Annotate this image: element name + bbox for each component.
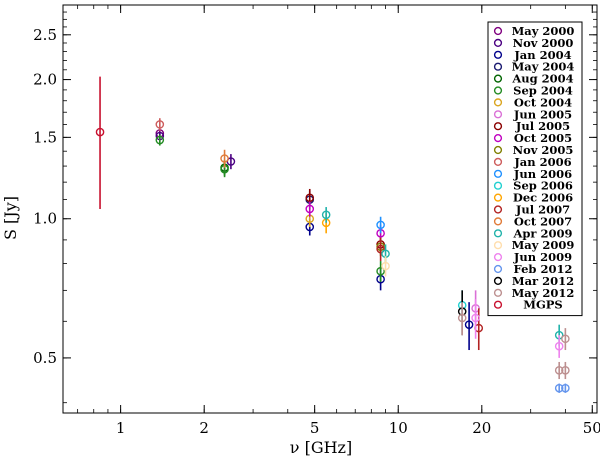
legend-marker: [493, 110, 503, 119]
data-point: [381, 261, 390, 271]
series-feb-2012: [554, 383, 570, 393]
legend-marker: [493, 193, 503, 202]
data-point: [155, 135, 165, 145]
y-tick-label: 2.0: [33, 71, 57, 89]
legend-label: Jul 2005: [515, 119, 570, 133]
legend-marker: [493, 181, 503, 190]
legend-marker: [493, 50, 503, 59]
x-tick-label: 2: [199, 419, 209, 437]
legend-label: Jan 2006: [513, 155, 571, 169]
data-point: [376, 220, 385, 230]
x-tick-label: 5: [310, 419, 320, 437]
legend-marker: [493, 145, 503, 155]
legend-label: May 2012: [512, 286, 575, 300]
legend-marker: [493, 86, 503, 95]
data-point: [554, 341, 564, 351]
legend-marker: [493, 26, 503, 36]
data-point: [305, 193, 315, 203]
data-point: [561, 366, 570, 375]
legend-marker: [493, 38, 503, 48]
series-may-2009: [381, 256, 390, 277]
plot-content: [95, 76, 570, 393]
data-point: [561, 334, 570, 344]
legend-label: Jun 2006: [513, 167, 572, 181]
legend-marker: [493, 217, 503, 226]
legend-marker: [493, 169, 503, 178]
legend-marker: [493, 241, 503, 250]
x-tick-label: 20: [472, 419, 491, 437]
series-jan-2006: [155, 118, 165, 131]
legend-marker: [493, 253, 503, 262]
legend-marker: [493, 74, 503, 83]
x-axis-label: ν [GHz]: [290, 438, 352, 457]
legend-label: Oct 2005: [514, 131, 572, 145]
series-jun-2006: [376, 216, 385, 234]
data-point: [95, 127, 105, 137]
axes: 1 2 5 10 20 50 0.5 1.0 1.5 2.0 2.5: [33, 4, 600, 437]
data-point: [155, 120, 165, 129]
legend-label: Apr 2009: [512, 226, 572, 240]
legend-marker: [493, 229, 503, 238]
legend-marker: [493, 276, 503, 286]
data-point: [376, 266, 385, 276]
data-point: [305, 204, 315, 214]
legend-marker: [493, 205, 503, 214]
data-point: [561, 383, 570, 393]
data-point: [554, 366, 564, 375]
legend-label: Jun 2005: [513, 107, 572, 121]
legend-label: Nov 2000: [513, 36, 574, 50]
legend-label: Dec 2006: [513, 191, 573, 205]
legend-marker: [493, 157, 503, 167]
series-may-2012: [457, 302, 570, 380]
legend-label: May 2004: [512, 60, 575, 74]
y-tick-label: 1.0: [33, 210, 57, 228]
data-point: [554, 383, 564, 393]
legend-label: Feb 2012: [514, 262, 573, 276]
legend-label: Oct 2004: [514, 95, 572, 109]
plot-frame: [62, 4, 598, 414]
legend-box: [487, 21, 583, 317]
series-jun-2009: [471, 299, 564, 358]
data-point: [471, 313, 480, 323]
legend-label: Aug 2004: [511, 72, 573, 86]
legend-marker: [493, 288, 503, 297]
y-tick-label: 1.5: [33, 128, 57, 146]
y-tick-label: 0.5: [33, 349, 57, 367]
x-tick-label: 10: [389, 419, 408, 437]
series-mgps: [95, 76, 105, 209]
legend-marker: [493, 122, 503, 131]
y-axis-label: S [Jy]: [1, 196, 20, 240]
legend-marker: [493, 264, 503, 274]
legend-marker: [493, 134, 503, 143]
y-tick-label: 2.5: [33, 26, 57, 44]
legend-label: Jul 2007: [515, 203, 570, 217]
x-tick-label: 1: [116, 419, 126, 437]
legend-marker: [493, 98, 503, 107]
legend-marker: [493, 300, 503, 309]
legend-label: May 2009: [512, 238, 575, 252]
legend-label: MGPS: [523, 298, 563, 312]
legend-label: Oct 2007: [514, 214, 572, 228]
data-point: [376, 244, 385, 254]
data-point: [220, 154, 229, 163]
data-point: [464, 320, 474, 329]
legend-label: May 2000: [512, 24, 575, 38]
legend-label: Jun 2009: [513, 250, 572, 264]
legend-label: Sep 2006: [513, 179, 573, 193]
legend-marker: [493, 62, 503, 71]
legend-label: Nov 2005: [513, 143, 574, 157]
legend-label: Mar 2012: [512, 274, 574, 288]
legend-label: Sep 2004: [513, 84, 573, 98]
data-point: [457, 313, 467, 323]
series-oct-2007: [220, 149, 229, 168]
data-point: [321, 210, 331, 220]
legend-label: Jan 2004: [513, 48, 571, 62]
x-tick-label: 50: [583, 419, 600, 437]
